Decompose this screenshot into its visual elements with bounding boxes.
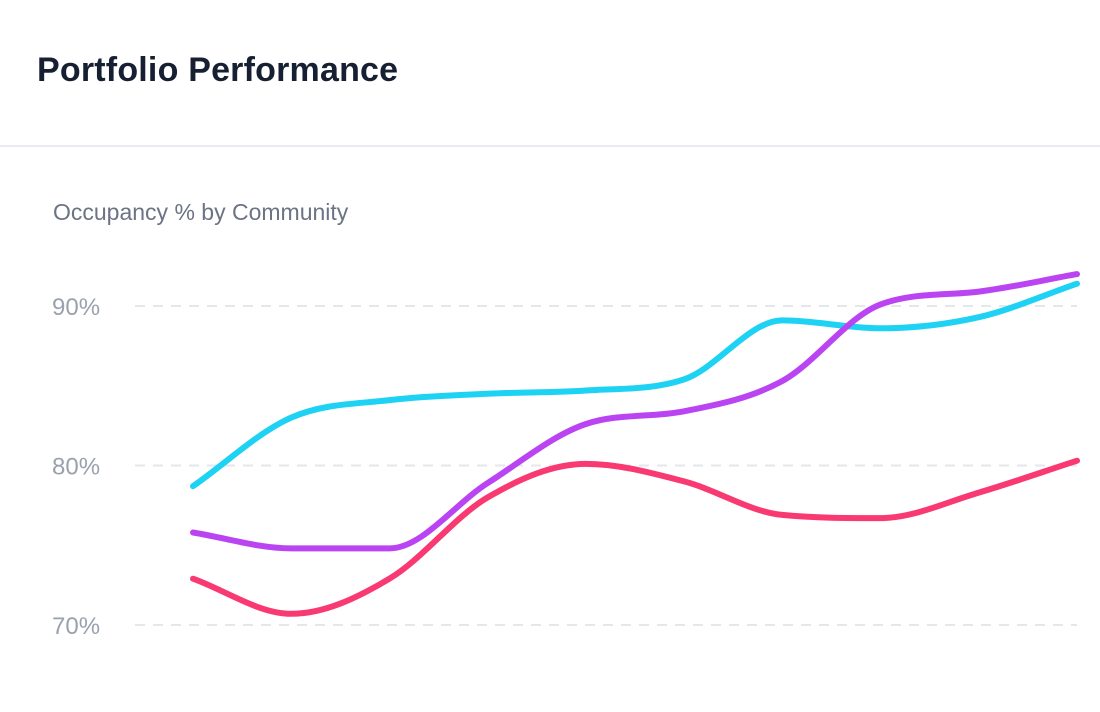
y-tick-label: 90%	[52, 294, 100, 321]
series-line-2	[190, 271, 1080, 552]
chart-title: Occupancy % by Community	[53, 199, 349, 225]
series-line-3	[190, 457, 1080, 617]
series-line-1	[190, 280, 1080, 490]
series-lines	[190, 271, 1080, 617]
y-axis-ticks: 90% 80% 70%	[52, 294, 100, 640]
y-tick-label: 70%	[52, 613, 100, 640]
card-header: Portfolio Performance	[0, 0, 1100, 147]
page-title: Portfolio Performance	[37, 51, 399, 89]
y-tick-label: 80%	[52, 454, 100, 481]
